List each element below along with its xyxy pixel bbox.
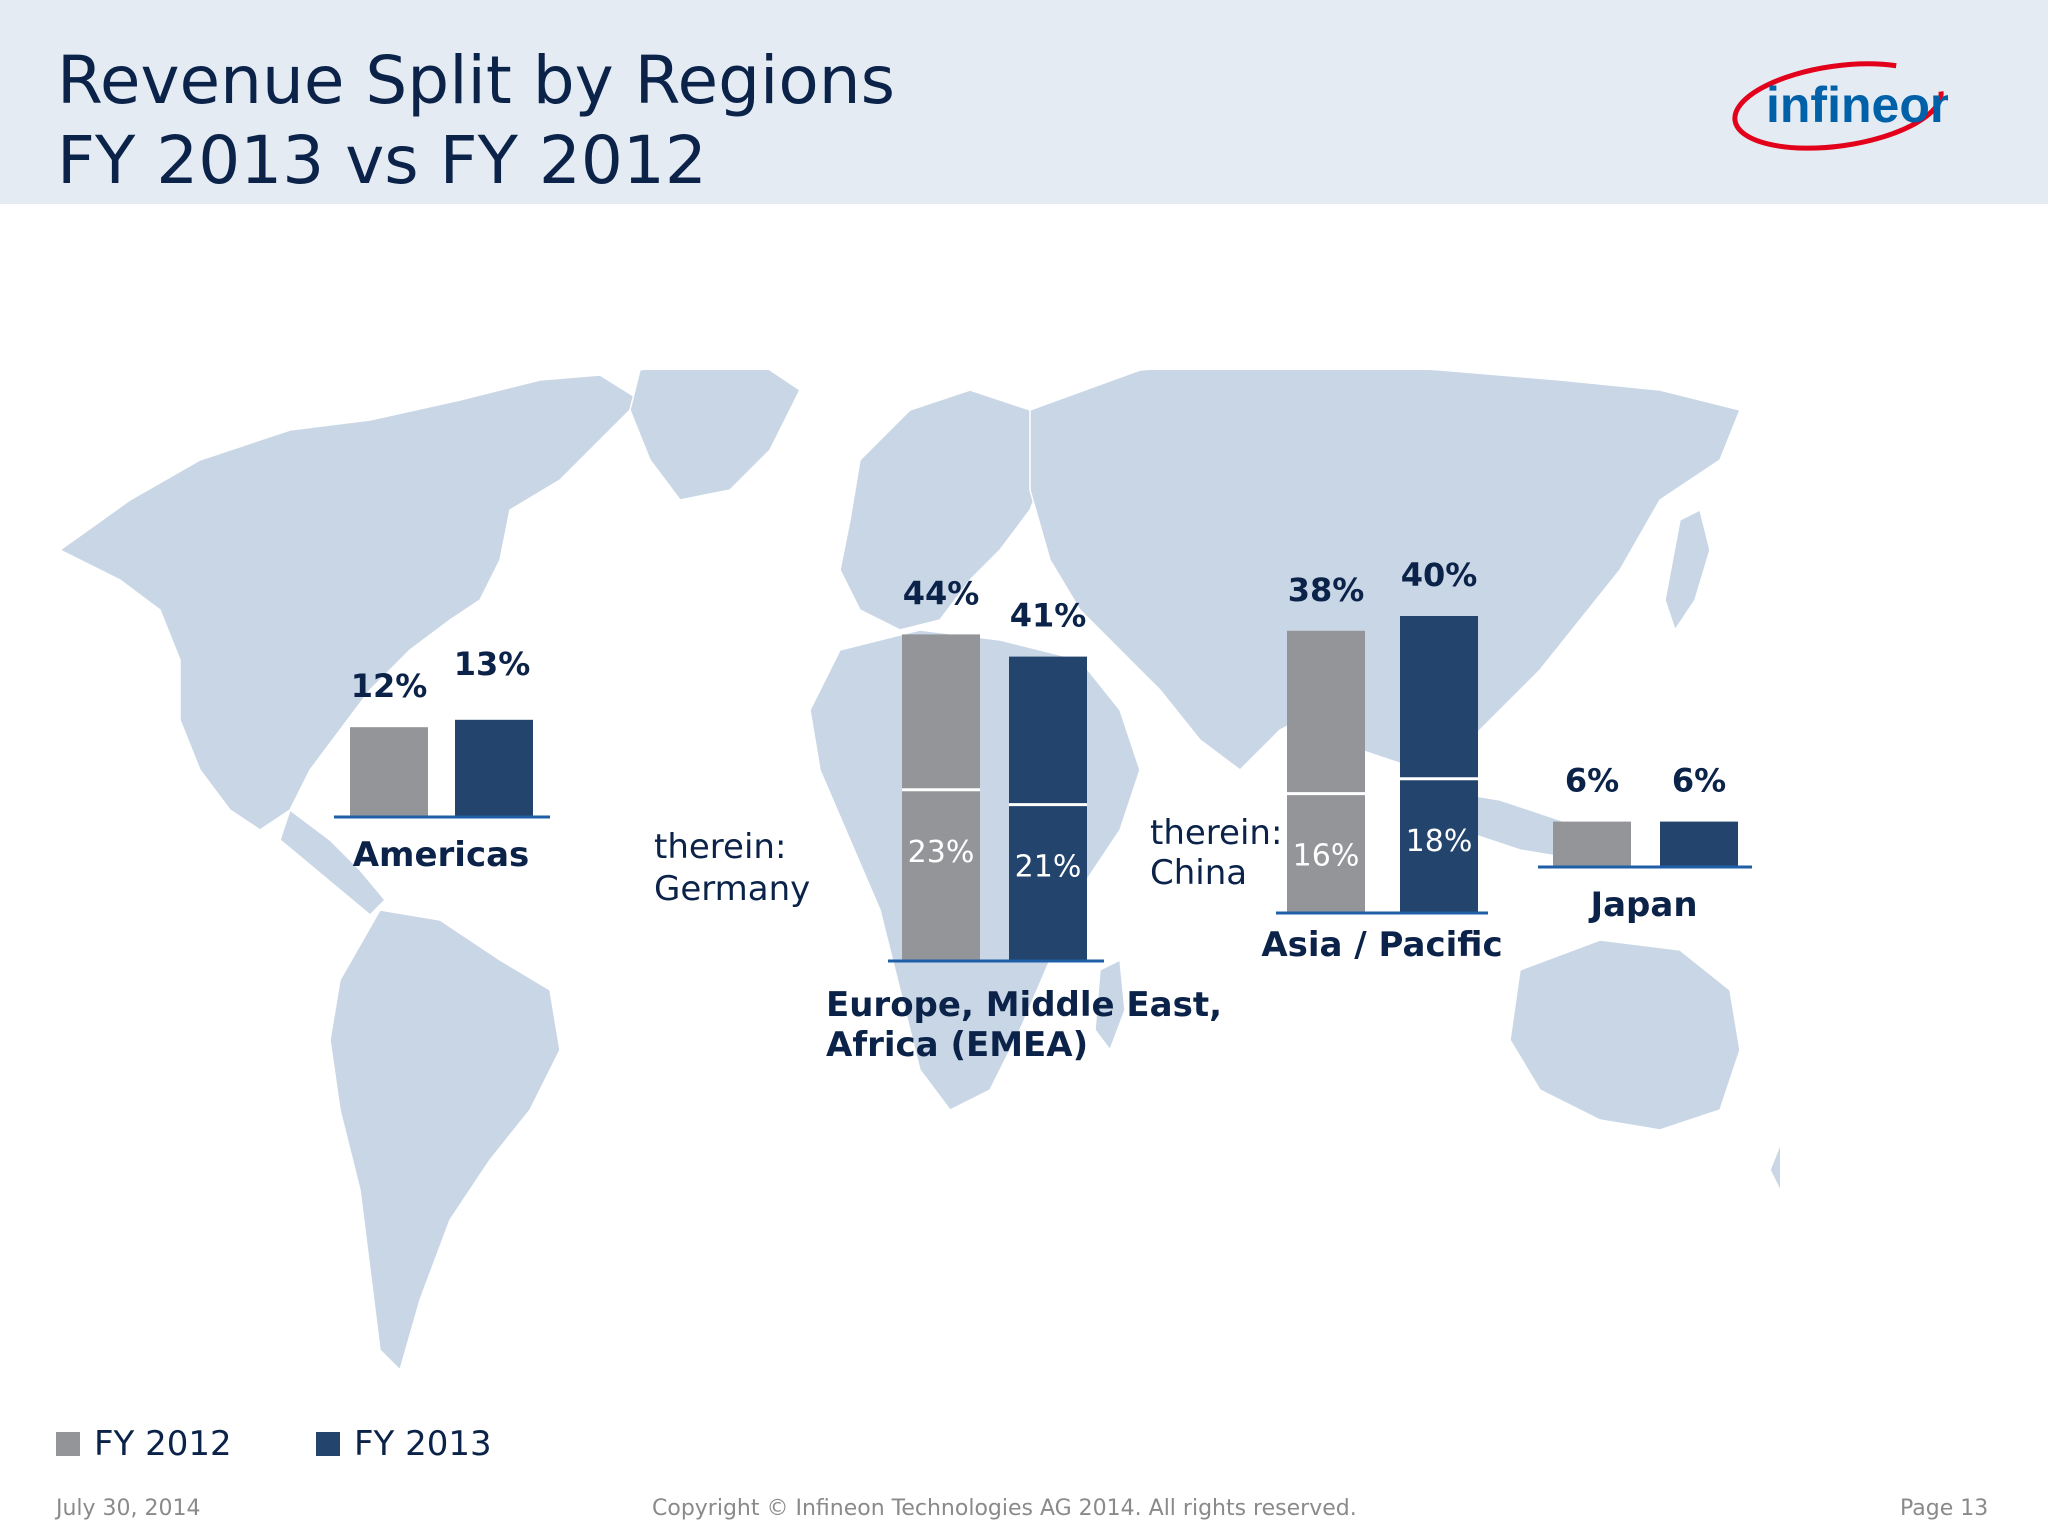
bar-asia-pacific-fy2013: [1400, 616, 1478, 912]
region-label-japan: Japan: [1588, 885, 1697, 925]
footer-date: July 30, 2014: [56, 1496, 201, 1521]
therein-germany-line2: Germany: [654, 869, 810, 909]
header-band: Revenue Split by Regions FY 2013 vs FY 2…: [0, 0, 2048, 204]
legend-swatch-fy2013: [316, 1432, 340, 1456]
infineon-logo: infineon: [1732, 61, 1948, 151]
bar-asia-pacific-fy2012: [1287, 630, 1365, 912]
region-label-emea-line1: Europe, Middle East,: [826, 985, 1222, 1025]
page-title-line-2: FY 2013 vs FY 2012: [57, 122, 707, 199]
footer-copyright: Copyright © Infineon Technologies AG 201…: [652, 1496, 1357, 1521]
region-label-emea-line2: Africa (EMEA): [826, 1025, 1088, 1065]
logo-text: infineon: [1766, 77, 1948, 133]
data-label-asia-pacific-fy2012: 38%: [1288, 571, 1365, 609]
sub-label-asia-pacific-fy2013: 18%: [1406, 824, 1473, 859]
bar-americas-fy2012: [350, 727, 428, 816]
bar-americas-fy2013: [455, 719, 533, 816]
data-label-emea-fy2013: 41%: [1010, 597, 1087, 635]
therein-germany-line1: therein:: [654, 827, 786, 867]
data-label-americas-fy2013: 13%: [454, 645, 531, 683]
data-label-americas-fy2012: 12%: [351, 667, 428, 705]
sub-label-emea-fy2013: 21%: [1015, 850, 1082, 885]
data-label-japan-fy2012: 6%: [1565, 762, 1619, 800]
bar-japan-fy2012: [1553, 821, 1631, 866]
region-label-americas: Americas: [353, 835, 530, 875]
sub-label-asia-pacific-fy2012: 16%: [1293, 839, 1360, 874]
data-label-japan-fy2013: 6%: [1672, 762, 1726, 800]
data-label-asia-pacific-fy2013: 40%: [1401, 556, 1478, 594]
legend-label-fy2012: FY 2012: [94, 1424, 232, 1464]
legend-swatch-fy2012: [56, 1432, 80, 1456]
therein-china-line2: China: [1150, 853, 1247, 893]
legend-label-fy2013: FY 2013: [354, 1424, 492, 1464]
region-label-asia-pacific: Asia / Pacific: [1261, 925, 1502, 965]
bar-emea-fy2012: [902, 634, 980, 960]
bar-emea-fy2013: [1009, 656, 1087, 960]
footer-page-number: Page 13: [1900, 1496, 1989, 1521]
therein-china-line1: therein:: [1150, 813, 1282, 853]
legend-item-fy2012: FY 2012: [56, 1424, 232, 1464]
bar-japan-fy2013: [1660, 821, 1738, 866]
sub-label-emea-fy2012: 23%: [908, 835, 975, 870]
data-label-emea-fy2012: 44%: [903, 574, 980, 612]
legend-item-fy2013: FY 2013: [316, 1424, 492, 1464]
page-title-line-1: Revenue Split by Regions: [57, 42, 895, 119]
